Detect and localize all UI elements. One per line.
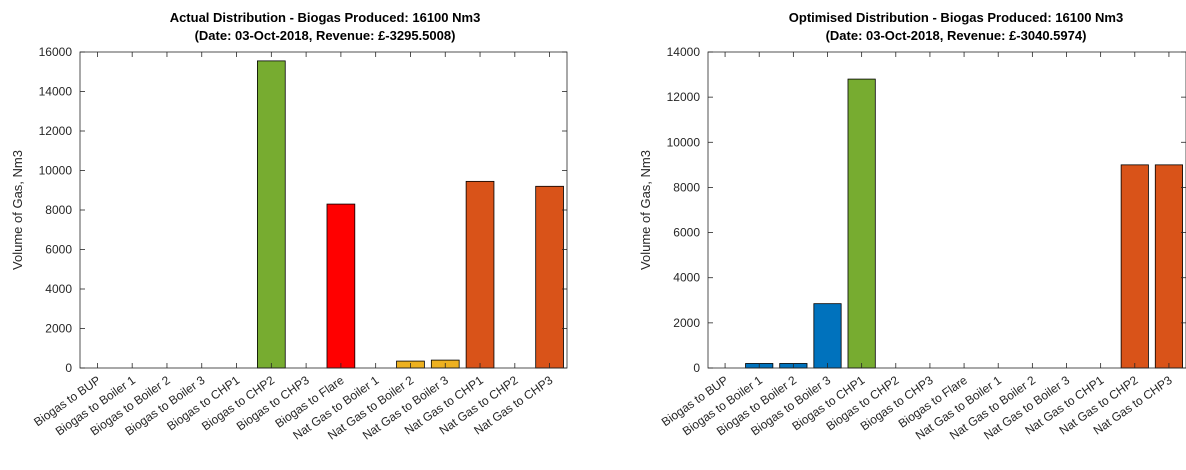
y-tick-label: 6000 [45, 243, 72, 257]
y-tick-label: 14000 [39, 85, 73, 99]
y-tick-label: 16000 [39, 45, 73, 59]
y-tick-label: 4000 [45, 282, 72, 296]
bar-5 [257, 60, 286, 369]
y-tick-label: 0 [65, 361, 72, 375]
y-tick-label: 8000 [673, 180, 700, 194]
y-axis-label: Volume of Gas, Nm3 [638, 150, 653, 270]
y-tick-label: 10000 [667, 135, 701, 149]
y-tick-label: 0 [693, 361, 700, 375]
bar-7 [326, 203, 356, 369]
y-tick-label: 12000 [667, 90, 701, 104]
y-tick-label: 10000 [39, 164, 73, 178]
y-axis-label: Volume of Gas, Nm3 [10, 150, 25, 270]
chart-optimised: Optimised Distribution - Biogas Produced… [638, 10, 1186, 443]
bar-3 [813, 303, 842, 369]
bar-11 [465, 180, 495, 369]
y-tick-label: 14000 [667, 45, 701, 59]
chart-title: Actual Distribution - Biogas Produced: 1… [170, 10, 481, 25]
y-tick-label: 8000 [45, 203, 72, 217]
y-tick-label: 2000 [673, 316, 700, 330]
bar-13 [535, 185, 564, 369]
chart-subtitle: (Date: 03-Oct-2018, Revenue: £-3040.5974… [826, 28, 1087, 43]
axes-box [707, 51, 1186, 369]
y-tick-label: 6000 [673, 226, 700, 240]
bar-4 [847, 78, 876, 369]
bar-12 [1120, 164, 1149, 369]
bar-13 [1154, 164, 1183, 369]
chart-actual: Actual Distribution - Biogas Produced: 1… [10, 10, 568, 443]
chart-title: Optimised Distribution - Biogas Produced… [789, 10, 1123, 25]
y-tick-label: 4000 [673, 271, 700, 285]
y-tick-label: 2000 [45, 322, 72, 336]
y-tick-label: 12000 [39, 124, 73, 138]
chart-subtitle: (Date: 03-Oct-2018, Revenue: £-3295.5008… [195, 28, 456, 43]
